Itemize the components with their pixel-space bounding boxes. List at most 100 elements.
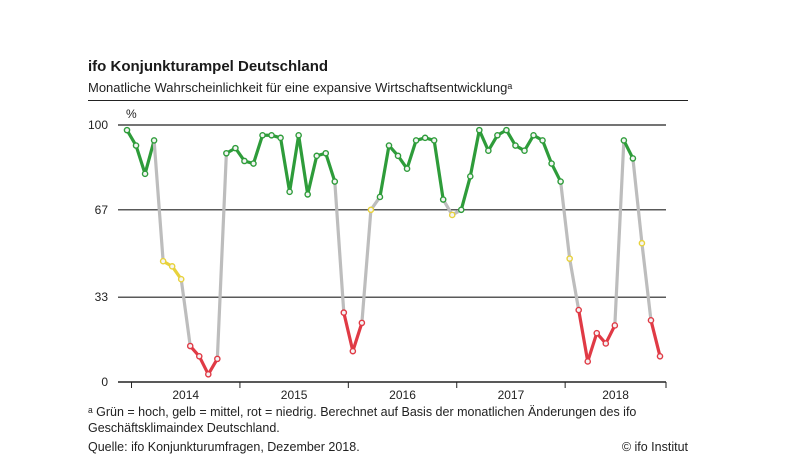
y-tick-label-0: 0 <box>101 375 108 389</box>
title-rule <box>88 100 688 101</box>
line-segment <box>432 138 445 202</box>
gridlines <box>118 124 666 298</box>
data-point-2015-11 <box>331 178 339 185</box>
line-segment <box>549 161 563 184</box>
line-segment <box>622 138 635 161</box>
line-segment <box>288 133 301 194</box>
footnote: ᵃ Grün = hoch, gelb = mittel, rot = nied… <box>88 405 637 435</box>
data-point-2017-06 <box>503 126 510 134</box>
line-segment <box>360 208 373 325</box>
data-point-2014-07 <box>186 342 194 350</box>
data-point-2014-09 <box>205 370 212 378</box>
line-segment <box>640 241 653 322</box>
line-segment <box>152 138 165 263</box>
data-point-2016-02 <box>358 319 366 327</box>
data-point-2018-01 <box>566 255 573 262</box>
data-point-2014-12 <box>232 144 239 152</box>
line-segment <box>468 128 481 178</box>
data-point-2015-05 <box>277 134 284 142</box>
data-point-2018-02 <box>575 306 582 314</box>
data-point-2016-12 <box>448 211 456 219</box>
data-point-2017-02 <box>466 173 474 180</box>
line-segment <box>143 138 156 176</box>
line-segment <box>631 156 644 245</box>
data-point-2016-03 <box>367 206 375 214</box>
line-segment <box>179 277 192 348</box>
line-segment <box>540 138 554 166</box>
x-tick-label-2018: 2018 <box>602 388 629 402</box>
y-unit-label: % <box>126 107 137 121</box>
line-segment <box>405 138 418 171</box>
chart-title: ifo Konjunkturampel Deutschland <box>88 58 329 75</box>
data-point-2015-02 <box>250 160 257 167</box>
data-point-2018-08 <box>629 155 637 162</box>
y-tick-label-67: 67 <box>95 203 109 217</box>
line-segment <box>197 354 210 376</box>
data-point-2014-03 <box>150 137 158 144</box>
data-point-2014-06 <box>177 275 185 283</box>
line-segment <box>577 308 590 364</box>
data-point-2015-07 <box>295 131 302 139</box>
x-tick-label-2017: 2017 <box>498 388 525 402</box>
x-tick-label-2014: 2014 <box>172 388 199 402</box>
data-point-2016-04 <box>376 193 384 201</box>
x-axis: 2014 2015 2016 2017 2018 <box>118 381 667 402</box>
source-note: Quelle: ifo Konjunkturumfragen, Dezember… <box>88 440 360 454</box>
y-tick-label-33: 33 <box>95 290 109 304</box>
data-point-2017-09 <box>530 131 537 139</box>
copyright-note: © ifo Institut <box>621 440 688 454</box>
data-point-2017-12 <box>557 178 564 185</box>
data-point-2016-11 <box>439 196 447 203</box>
data-point-2017-04 <box>485 147 492 154</box>
data-point-2014-11 <box>223 149 230 157</box>
data-point-2018-07 <box>620 137 628 144</box>
line-segment <box>649 318 662 358</box>
line-segment <box>342 311 355 353</box>
data-point-2016-10 <box>430 137 438 144</box>
data-point-2016-06 <box>394 152 402 160</box>
data-point-2017-07 <box>512 142 519 149</box>
data-point-2014-01 <box>132 142 140 149</box>
data-point-2014-05 <box>168 263 176 270</box>
data-point-2014-10 <box>214 355 221 363</box>
data-point-2014-02 <box>141 170 149 178</box>
line-segment <box>477 128 490 153</box>
line-segment <box>333 179 346 315</box>
line-segment <box>134 143 147 176</box>
line-segment <box>586 331 599 364</box>
data-point-2015-12 <box>340 309 348 316</box>
data-point-2017-08 <box>521 147 528 154</box>
data-point-2018-05 <box>602 340 610 347</box>
data-point-2016-05 <box>385 142 393 149</box>
data-point-2014-04 <box>159 257 167 265</box>
line-segment <box>459 174 472 212</box>
line-segment <box>559 179 572 261</box>
data-point-2015-08 <box>304 191 311 198</box>
data-point-2015-01 <box>241 157 248 165</box>
x-tick-label-2015: 2015 <box>281 388 308 402</box>
data-point-2018-11 <box>656 352 664 360</box>
line-segment <box>278 136 292 194</box>
data-point-2015-10 <box>322 149 330 157</box>
data-point-2018-03 <box>584 358 592 365</box>
data-point-2014-08 <box>195 352 203 360</box>
data-point-2017-01 <box>457 206 465 214</box>
line-segment <box>378 143 391 199</box>
data-point-2018-06 <box>611 322 619 329</box>
data-point-2017-10 <box>539 137 546 144</box>
data-point-2017-11 <box>548 160 555 167</box>
data-point-2015-04 <box>268 131 275 139</box>
data-point-2016-01 <box>349 347 357 355</box>
data-point-2013-12 <box>123 126 131 134</box>
line-segment <box>306 154 319 196</box>
data-point-2016-07 <box>403 165 411 172</box>
x-tick-label-2016: 2016 <box>389 388 416 402</box>
line-segment <box>613 138 626 328</box>
y-tick-label-100: 100 <box>88 118 108 132</box>
data-point-2018-09 <box>638 239 646 247</box>
line-segment <box>324 151 337 184</box>
y-tick-labels: 0 33 67 100 <box>88 118 108 389</box>
data-point-2016-08 <box>412 137 420 144</box>
data-point-2015-06 <box>286 188 293 196</box>
